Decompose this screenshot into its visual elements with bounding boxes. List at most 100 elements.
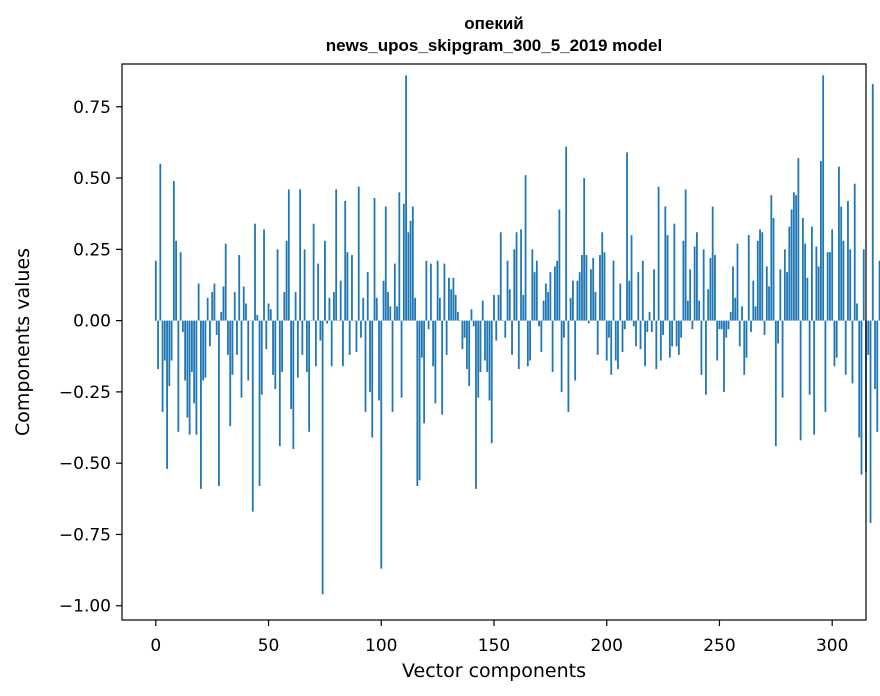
bar-96 <box>371 320 374 438</box>
bar-179 <box>558 209 561 321</box>
bar-16 <box>190 320 193 372</box>
bar-262 <box>745 320 748 358</box>
bar-57 <box>283 292 286 321</box>
bar-247 <box>711 206 714 321</box>
bar-10 <box>177 320 180 432</box>
bar-157 <box>508 289 511 321</box>
bar-232 <box>677 320 680 355</box>
y-tick-label: 0.50 <box>73 169 111 189</box>
bar-131 <box>450 289 453 321</box>
y-tick-label: −0.50 <box>59 454 111 474</box>
bar-26 <box>213 283 216 321</box>
bar-39 <box>242 286 245 321</box>
bar-169 <box>535 260 538 321</box>
bar-85 <box>346 252 349 321</box>
bar-215 <box>639 320 642 350</box>
bar-291 <box>810 226 813 321</box>
bar-280 <box>786 272 788 321</box>
x-tick-label: 200 <box>591 636 623 656</box>
bar-261 <box>743 320 746 375</box>
bar-309 <box>851 320 854 384</box>
bar-128 <box>443 263 446 321</box>
bar-103 <box>387 292 389 321</box>
bar-165 <box>526 320 529 367</box>
bar-216 <box>641 260 644 321</box>
bar-147 <box>486 320 489 372</box>
bar-50 <box>267 303 270 321</box>
bar-40 <box>245 303 247 321</box>
bar-163 <box>522 294 525 321</box>
bar-242 <box>700 320 703 375</box>
bar-36 <box>236 320 238 355</box>
bar-112 <box>407 232 410 321</box>
bar-27 <box>215 320 218 335</box>
bar-255 <box>729 312 732 321</box>
bar-202 <box>610 320 613 375</box>
y-tick-label: 0.75 <box>73 98 111 118</box>
bar-34 <box>231 320 234 375</box>
bar-41 <box>247 320 250 381</box>
bar-18 <box>195 320 198 435</box>
x-tick-label: 250 <box>703 636 735 656</box>
bar-141 <box>472 320 475 327</box>
bar-192 <box>587 320 590 324</box>
bar-106 <box>393 263 396 321</box>
bar-321 <box>878 260 880 321</box>
bar-306 <box>844 320 847 375</box>
bar-134 <box>457 312 459 321</box>
bar-127 <box>441 320 444 415</box>
bar-217 <box>644 320 646 367</box>
bar-171 <box>540 320 543 352</box>
bar-244 <box>705 320 707 395</box>
bar-230 <box>673 223 676 321</box>
bar-298 <box>826 252 829 321</box>
bar-189 <box>581 255 583 321</box>
bar-237 <box>689 269 692 321</box>
bar-52 <box>272 320 274 375</box>
bar-152 <box>497 294 500 321</box>
bar-132 <box>452 277 455 321</box>
bar-133 <box>454 294 457 321</box>
bar-292 <box>813 320 816 435</box>
bar-146 <box>484 320 486 361</box>
x-tick-label: 50 <box>258 636 280 656</box>
bar-45 <box>256 314 259 321</box>
bar-139 <box>468 320 471 387</box>
bar-190 <box>583 178 586 321</box>
bar-304 <box>840 206 843 321</box>
bar-99 <box>378 320 380 401</box>
bar-28 <box>218 320 220 486</box>
bar-76 <box>326 320 329 324</box>
bar-145 <box>481 300 484 321</box>
bar-114 <box>411 206 414 321</box>
bar-87 <box>351 255 353 321</box>
bar-129 <box>445 320 448 355</box>
bar-266 <box>754 306 757 321</box>
bar-130 <box>448 277 450 321</box>
bar-302 <box>835 320 838 358</box>
y-tick-label: −1.00 <box>59 597 111 617</box>
bar-102 <box>384 206 387 321</box>
bar-31 <box>224 243 227 321</box>
bar-137 <box>463 320 466 338</box>
x-tick-label: 100 <box>365 636 397 656</box>
bar-8 <box>172 180 175 321</box>
bar-188 <box>578 272 581 321</box>
bar-47 <box>260 320 263 395</box>
bar-56 <box>281 320 283 372</box>
bar-30 <box>222 286 225 321</box>
bar-109 <box>400 320 403 398</box>
bar-278 <box>781 320 784 398</box>
bar-206 <box>619 283 622 321</box>
bar-107 <box>396 306 398 321</box>
bar-80 <box>335 189 338 321</box>
bar-211 <box>630 235 633 321</box>
bar-37 <box>238 255 241 321</box>
chart-subtitle: news_upos_skipgram_300_5_2019 model <box>326 36 662 55</box>
bar-115 <box>414 297 416 321</box>
bar-72 <box>317 263 320 321</box>
bar-263 <box>747 235 750 321</box>
bar-22 <box>204 320 207 378</box>
